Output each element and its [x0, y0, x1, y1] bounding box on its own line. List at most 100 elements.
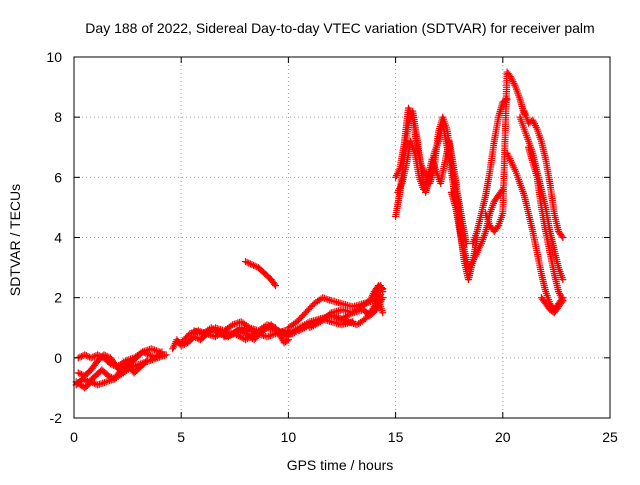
data-point [102, 378, 110, 386]
data-point [74, 369, 82, 377]
data-point [100, 379, 108, 387]
x-tick-label: 15 [388, 429, 404, 445]
data-point [218, 326, 226, 334]
series-s20 [482, 68, 528, 235]
data-point [348, 319, 356, 327]
data-point [493, 223, 501, 231]
data-point [149, 345, 157, 353]
data-point [89, 353, 97, 361]
data-point [249, 325, 257, 333]
data-point [125, 356, 133, 364]
data-point [76, 370, 84, 378]
data-point [94, 351, 102, 359]
data-point [90, 379, 98, 387]
y-tick-label: 0 [54, 350, 62, 366]
data-point [106, 360, 114, 368]
data-point [263, 333, 271, 341]
series-s24 [525, 143, 567, 305]
data-point [144, 346, 152, 354]
data-point [162, 351, 170, 359]
data-point [272, 282, 280, 290]
data-point [229, 321, 237, 329]
data-point [142, 358, 150, 366]
data-point [242, 258, 250, 266]
data-point [87, 354, 95, 362]
data-point [336, 315, 344, 323]
series-s23 [520, 107, 567, 241]
data-point [95, 380, 103, 388]
data-point [251, 262, 259, 270]
data-point [343, 317, 351, 325]
data-point [186, 330, 194, 338]
data-point [236, 318, 244, 326]
data-point [147, 345, 155, 353]
chart-title: Day 188 of 2022, Sidereal Day-to-day VTE… [85, 20, 594, 36]
data-point [243, 258, 251, 266]
data-point [246, 260, 254, 268]
data-point [104, 372, 112, 380]
data-point [322, 295, 330, 303]
data-point [127, 355, 135, 363]
data-point [192, 334, 200, 342]
data-point [344, 318, 352, 326]
data-point [270, 280, 278, 288]
data-point [90, 352, 98, 360]
data-point [250, 261, 258, 269]
data-point [123, 356, 131, 364]
data-point [192, 327, 200, 335]
series-s13 [327, 297, 387, 329]
data-point [95, 352, 103, 360]
x-tick-label: 25 [602, 429, 618, 445]
data-point [140, 347, 148, 355]
data-point [319, 294, 327, 302]
y-tick-label: 10 [46, 49, 62, 65]
series-s9 [242, 258, 280, 290]
data-point [245, 259, 253, 267]
data-point [327, 312, 335, 320]
data-point [97, 380, 105, 388]
data-point [197, 329, 205, 337]
data-point [379, 288, 387, 296]
data-point [230, 320, 238, 328]
data-point [160, 351, 168, 359]
series-s18 [447, 185, 507, 272]
data-point [559, 234, 567, 241]
data-point [248, 324, 256, 332]
data-point [341, 317, 349, 325]
series-s4 [74, 345, 164, 371]
grid-layer [74, 57, 610, 418]
x-axis-label: GPS time / hours [287, 457, 394, 473]
data-point [232, 320, 240, 328]
data-point [331, 313, 339, 321]
data-point [147, 352, 155, 360]
data-point [190, 327, 198, 335]
data-point [97, 352, 105, 360]
data-point [246, 324, 254, 332]
data-point [106, 373, 114, 381]
data-point [351, 320, 359, 328]
data-point [248, 261, 256, 269]
data-point [559, 276, 567, 284]
data-point [346, 318, 354, 326]
data-point [154, 347, 162, 355]
data-point [151, 346, 159, 354]
data-point [338, 315, 346, 323]
data-point [143, 357, 151, 365]
data-point [265, 332, 273, 340]
data-point [139, 348, 147, 356]
series-s17 [394, 137, 470, 248]
data-point [82, 352, 90, 360]
data-point [334, 314, 342, 322]
data-point [156, 348, 164, 356]
data-point [339, 316, 347, 324]
x-tick-label: 20 [495, 429, 511, 445]
tick-layer: 0 5 10 15 20 25 -2 0 2 4 6 8 10 [46, 49, 618, 445]
data-point [193, 328, 201, 336]
data-point [324, 295, 332, 303]
data-point [121, 357, 129, 365]
data-point [99, 379, 107, 387]
data-point [108, 361, 116, 369]
y-tick-label: 2 [54, 290, 62, 306]
data-point [558, 232, 566, 240]
